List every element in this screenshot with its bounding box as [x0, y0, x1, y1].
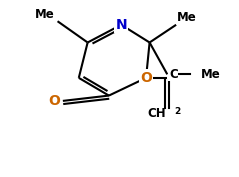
- Text: 2: 2: [174, 107, 181, 116]
- Text: C: C: [169, 68, 178, 81]
- Text: CH: CH: [147, 107, 166, 120]
- Text: Me: Me: [201, 68, 221, 81]
- Text: O: O: [140, 71, 152, 85]
- Text: Me: Me: [35, 8, 55, 21]
- Text: O: O: [48, 94, 60, 108]
- Text: Me: Me: [177, 11, 197, 24]
- Text: N: N: [115, 18, 127, 32]
